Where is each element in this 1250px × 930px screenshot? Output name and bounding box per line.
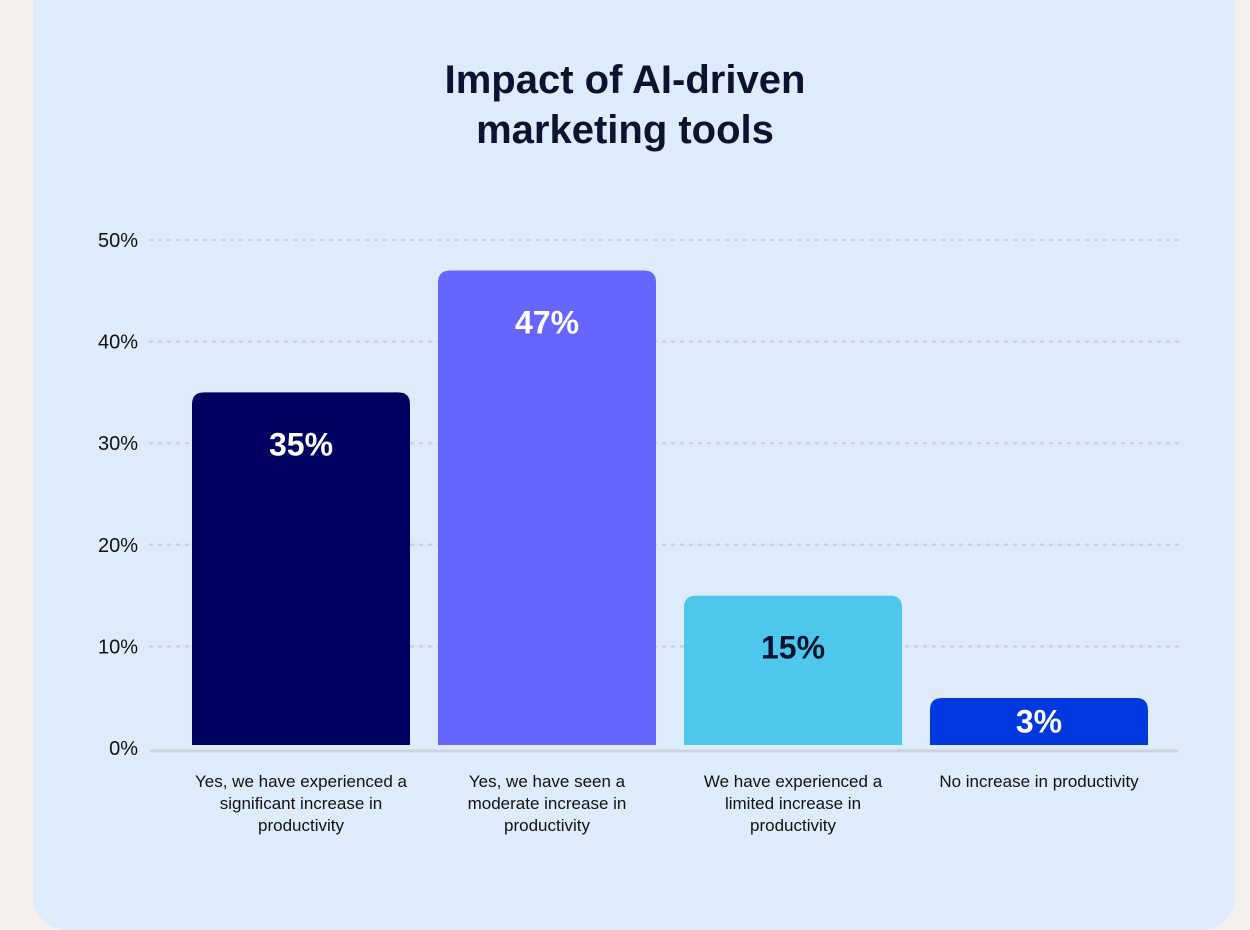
- y-tick-label: 0%: [109, 738, 138, 760]
- chart-title: Impact of AI-driven marketing tools: [0, 55, 1250, 155]
- x-category-label: Yes, we have experienced a significant i…: [194, 772, 408, 835]
- bar: [438, 270, 656, 745]
- title-line-1: Impact of AI-driven: [444, 58, 806, 102]
- bar-value-label: 35%: [269, 426, 333, 462]
- y-tick-label: 30%: [98, 433, 138, 455]
- bar: [684, 595, 902, 745]
- bar-value-label: 15%: [761, 630, 825, 666]
- title-line-2: marketing tools: [476, 108, 774, 152]
- y-tick-label: 40%: [98, 332, 138, 354]
- x-category-label: No increase in productivity: [939, 772, 1139, 791]
- x-category-label: We have experienced a limited increase i…: [703, 772, 883, 835]
- x-category-label: Yes, we have seen a moderate increase in…: [467, 772, 627, 835]
- y-tick-label: 10%: [98, 636, 138, 658]
- bar: [930, 698, 1148, 745]
- bar: [192, 392, 410, 745]
- y-tick-label: 20%: [98, 535, 138, 557]
- bar-value-label: 3%: [1016, 704, 1062, 740]
- bar-chart: 0% 10% 20% 30% 40% 50% 35% 47% 15% 3%: [98, 230, 1180, 760]
- y-tick-label: 50%: [98, 230, 138, 252]
- bar-value-label: 47%: [515, 304, 579, 340]
